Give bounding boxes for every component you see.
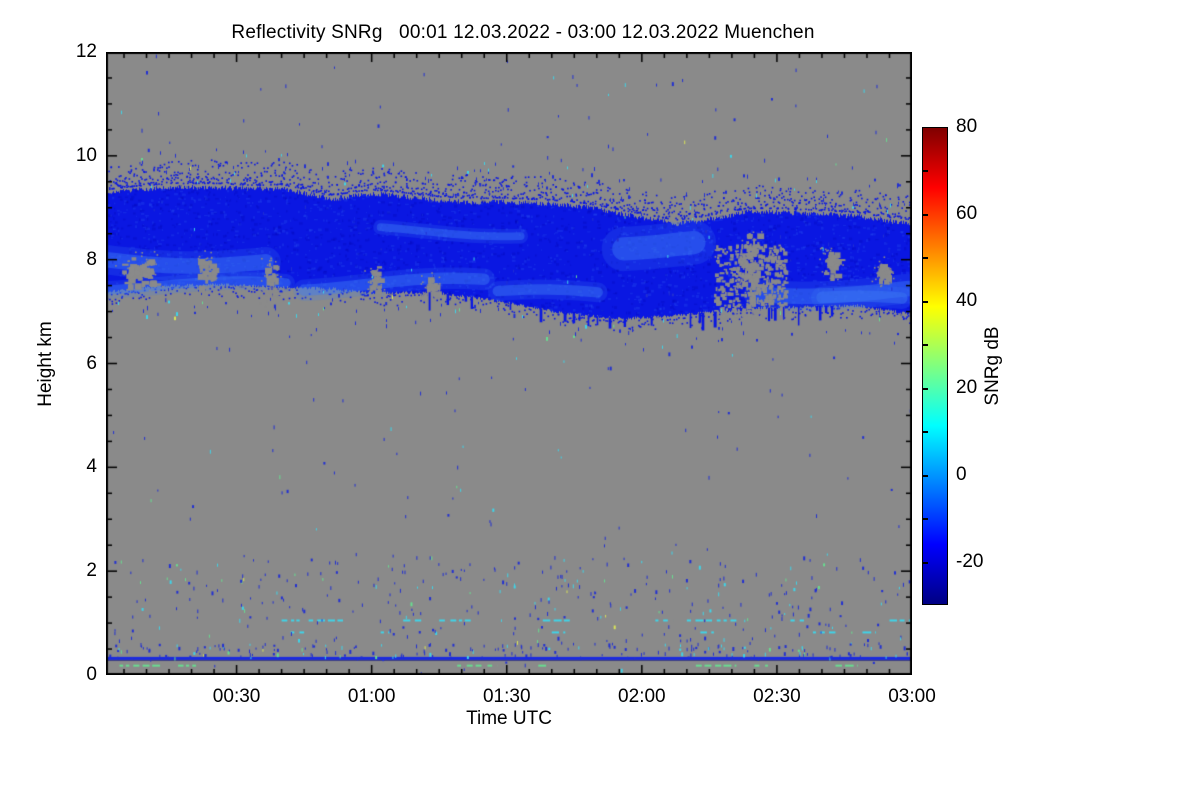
y-tick-label: 6	[86, 352, 97, 374]
x-tick-label: 00:30	[212, 686, 261, 707]
x-tick-label: 01:30	[482, 686, 531, 707]
x-tick-label: 03:00	[888, 686, 936, 707]
colorbar-tick	[923, 431, 928, 434]
colorbar-tick	[923, 170, 928, 173]
colorbar-tick	[923, 300, 928, 303]
y-tick-label: 8	[86, 248, 97, 270]
y-tick-label: 10	[75, 144, 97, 166]
colorbar-tick-label: 80	[956, 116, 978, 137]
colorbar-tick	[923, 257, 928, 260]
colorbar-tick	[923, 387, 928, 390]
colorbar-tick	[923, 344, 928, 347]
colorbar-tick-label: -20	[956, 550, 984, 572]
x-tick-label: 02:30	[753, 686, 801, 707]
colorbar	[922, 127, 948, 605]
plot-title: Reflectivity SNRg 00:01 12.03.2022 - 03:…	[231, 22, 815, 43]
y-tick-label: 2	[86, 560, 97, 582]
x-tick-label: 02:00	[618, 686, 666, 707]
colorbar-tick-label: 60	[956, 202, 978, 224]
y-tick-label: 0	[86, 664, 97, 685]
colorbar-tick	[923, 474, 928, 477]
y-axis-title: Height km	[35, 321, 56, 407]
colorbar-tick	[923, 213, 928, 216]
colorbar-tick-label: 40	[956, 289, 978, 311]
y-tick-label: 12	[75, 41, 97, 62]
colorbar-title: SNRg dB	[982, 326, 1003, 406]
reflectivity-heatmap-canvas	[106, 52, 912, 675]
colorbar-tick-label: 0	[956, 463, 967, 485]
colorbar-tick	[923, 518, 928, 521]
colorbar-tick	[923, 561, 928, 564]
x-axis-title: Time UTC	[466, 708, 552, 729]
x-tick-label: 01:00	[347, 686, 396, 707]
y-tick-label: 4	[86, 456, 97, 478]
colorbar-tick-label: 20	[956, 376, 978, 398]
